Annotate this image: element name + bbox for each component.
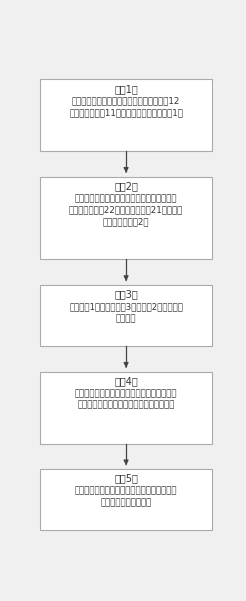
Text: 步骤1：: 步骤1：	[114, 84, 138, 94]
Text: 将部分低频电路信号线组成的各导电图形层12
复合在低频基板11的两侧面上制作成低频层1。: 将部分低频电路信号线组成的各导电图形层12 复合在低频基板11的两侧面上制作成低…	[69, 97, 183, 117]
Text: 步骤4：: 步骤4：	[114, 376, 138, 386]
Text: 步骤5：: 步骤5：	[114, 474, 138, 484]
Bar	[40, 79, 212, 151]
Text: 步骤3：: 步骤3：	[114, 290, 138, 299]
Text: 将低频层1、中间介质层3、高频层2依次叠加压
制成型。: 将低频层1、中间介质层3、高频层2依次叠加压 制成型。	[69, 302, 183, 323]
Bar	[40, 285, 212, 346]
Text: 步骤2：: 步骤2：	[114, 181, 138, 191]
Bar	[40, 469, 212, 530]
Text: 在压制成型的电路板表面涂覆一层镍金镀层，
提高电路板的可焊性。: 在压制成型的电路板表面涂覆一层镍金镀层， 提高电路板的可焊性。	[75, 487, 177, 507]
Text: 在压制成型的电路板上钻孔，并对孔进行电镀
，以实现各相应的导电图形层之间的互连：: 在压制成型的电路板上钻孔，并对孔进行电镀 ，以实现各相应的导电图形层之间的互连：	[75, 389, 177, 409]
Text: 将高频电路信号线和部分低频电路信号线组成
的各导电图形层22复合在高频基板21的两侧面
上制作成高频层2：: 将高频电路信号线和部分低频电路信号线组成 的各导电图形层22复合在高频基板21的…	[69, 194, 183, 226]
Bar	[40, 177, 212, 260]
Bar	[40, 371, 212, 444]
